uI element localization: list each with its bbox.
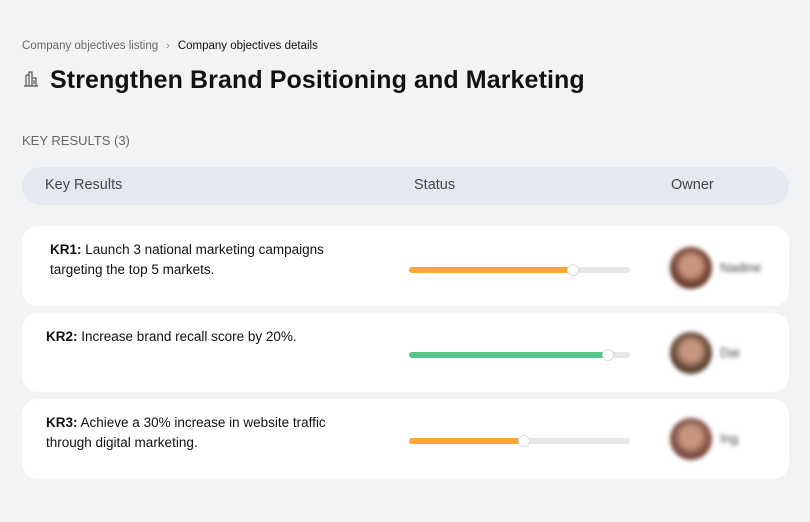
- breadcrumb-current: Company objectives details: [177, 40, 318, 52]
- column-header-key-results: Key Results: [45, 177, 123, 193]
- owner-avatar: [670, 332, 712, 374]
- building-icon: [22, 69, 40, 92]
- owner-name[interactable]: Dai: [720, 345, 740, 360]
- key-result-text: KR2: Increase brand recall score by 20%.: [46, 327, 346, 347]
- progress-bar[interactable]: [409, 264, 630, 276]
- key-result-id: KR2:: [46, 329, 78, 344]
- key-result-id: KR1:: [50, 242, 82, 257]
- progress-bar[interactable]: [409, 349, 630, 361]
- owner-avatar: [670, 418, 712, 460]
- key-result-description: Launch 3 national marketing campaigns ta…: [50, 242, 324, 277]
- progress-bar[interactable]: [409, 435, 630, 447]
- breadcrumb: Company objectives listing › Company obj…: [22, 40, 318, 52]
- breadcrumb-parent-link[interactable]: Company objectives listing: [22, 40, 159, 52]
- page-header: Strengthen Brand Positioning and Marketi…: [22, 66, 585, 95]
- progress-fill: [409, 438, 524, 444]
- progress-knob[interactable]: [566, 264, 579, 276]
- key-result-text: KR3: Achieve a 30% increase in website t…: [46, 413, 346, 453]
- column-header-status: Status: [414, 177, 456, 193]
- key-result-row[interactable]: KR1: Launch 3 national marketing campaig…: [22, 226, 789, 306]
- progress-knob[interactable]: [601, 349, 614, 361]
- owner-name[interactable]: Ing: [720, 431, 739, 446]
- key-result-text: KR1: Launch 3 national marketing campaig…: [50, 240, 350, 280]
- owner-avatar: [670, 247, 712, 289]
- page-title: Strengthen Brand Positioning and Marketi…: [50, 66, 585, 94]
- progress-fill: [409, 267, 573, 273]
- owner-name[interactable]: Nadine: [720, 260, 762, 275]
- column-header-owner: Owner: [671, 177, 714, 193]
- key-result-id: KR3:: [46, 415, 78, 430]
- key-result-description: Achieve a 30% increase in website traffi…: [46, 415, 326, 450]
- breadcrumb-separator: ›: [166, 40, 170, 52]
- key-result-description: Increase brand recall score by 20%.: [81, 329, 297, 344]
- progress-fill: [409, 352, 608, 358]
- progress-knob[interactable]: [517, 435, 530, 447]
- table-header: Key Results Status Owner: [22, 167, 789, 205]
- key-result-row[interactable]: KR3: Achieve a 30% increase in website t…: [22, 399, 789, 479]
- key-result-row[interactable]: KR2: Increase brand recall score by 20%.…: [22, 313, 789, 392]
- section-label: KEY RESULTS (3): [22, 133, 130, 148]
